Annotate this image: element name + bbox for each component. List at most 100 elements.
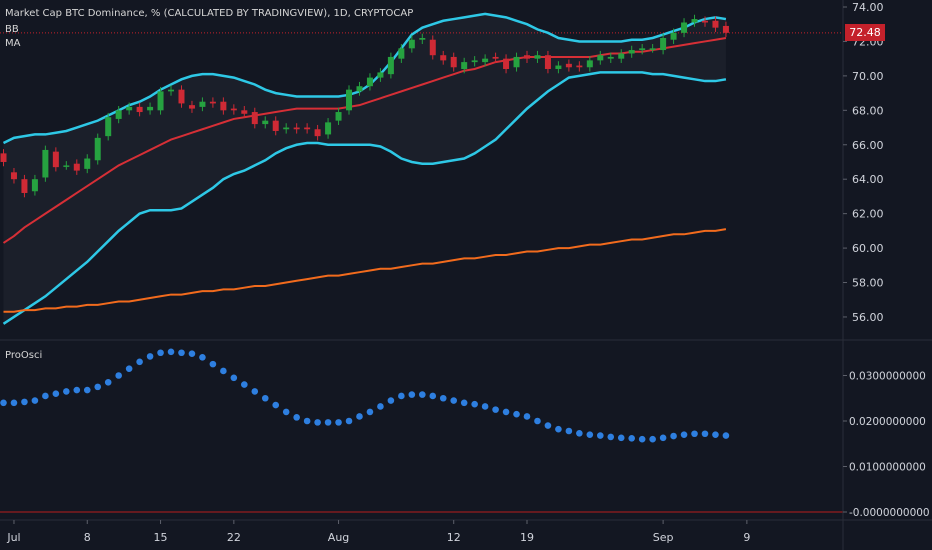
oscillator-point (42, 392, 49, 400)
candle (565, 59, 572, 72)
oscillator-point (534, 417, 541, 425)
candle-body (209, 101, 216, 104)
candle-body (346, 89, 353, 111)
candle-body (440, 55, 447, 61)
symbol-title: Market Cap BTC Dominance, % (CALCULATED … (5, 8, 414, 19)
candle-body (325, 122, 332, 135)
oscillator-point (408, 391, 416, 398)
candle-body (408, 39, 415, 49)
candle (293, 123, 300, 134)
candle-body (377, 72, 384, 78)
candle (73, 159, 80, 175)
time-tick-label: 19 (520, 531, 534, 544)
bb-lower-line (2, 71, 727, 325)
candle (660, 33, 667, 55)
candle (503, 54, 510, 74)
candle (84, 154, 91, 174)
candle-body (356, 86, 363, 92)
candle-body (293, 127, 300, 130)
price-tick-label: 62.00 (852, 208, 884, 221)
time-tick-label: 12 (447, 531, 461, 544)
candle (377, 68, 384, 82)
oscillator-point (272, 401, 280, 409)
oscillator-point (146, 353, 154, 360)
candle-body (597, 55, 604, 61)
candle (21, 174, 28, 198)
candle-body (157, 91, 164, 111)
oscillator-point (691, 430, 698, 438)
candle-body (126, 106, 133, 111)
candle (534, 50, 541, 63)
candle-body (10, 172, 17, 180)
candle (283, 123, 290, 134)
oscillator-point (628, 434, 635, 442)
candle (314, 124, 321, 141)
oscillator-point (83, 386, 91, 394)
oscillator-point (251, 388, 259, 395)
candle-body (722, 25, 729, 33)
candle-body (115, 110, 122, 119)
candle (670, 28, 677, 45)
candle-body (701, 20, 708, 23)
time-tick-label: Jul (6, 531, 20, 544)
candle-body (607, 56, 614, 59)
candle (126, 102, 133, 115)
candle (513, 52, 520, 72)
candle (712, 16, 719, 32)
candle (304, 123, 311, 134)
candle (419, 33, 426, 45)
candle (335, 107, 342, 125)
candle (576, 61, 583, 72)
bb-basis-line (2, 37, 727, 244)
candle (105, 112, 112, 141)
oscillator-point (293, 414, 300, 421)
candle (199, 97, 206, 112)
candle (157, 87, 164, 115)
candle (555, 61, 562, 74)
price-tick-label: 64.00 (852, 173, 884, 186)
candle-body (314, 129, 321, 137)
oscillator-pane[interactable] (0, 348, 843, 513)
oscillator-point (471, 400, 478, 408)
oscillator-point (345, 417, 353, 425)
candle (136, 102, 143, 117)
oscillator-point (450, 397, 458, 404)
osc-tick-label: -0.0000000000 (849, 507, 930, 519)
candle (597, 50, 604, 65)
oscillator-point (439, 394, 447, 402)
price-tick-label: 68.00 (852, 104, 884, 117)
candle (618, 49, 625, 63)
candle (10, 168, 17, 184)
oscillator-point (335, 419, 342, 426)
oscillator-point (282, 408, 290, 416)
candle (440, 50, 447, 65)
candle (209, 97, 216, 108)
oscillator-point (52, 390, 60, 398)
indicator-ma-label[interactable]: MA (5, 38, 21, 49)
candle (492, 52, 499, 63)
candle-body (199, 101, 206, 107)
candle-body (576, 65, 583, 68)
candle-body (482, 58, 489, 63)
candle-body (220, 101, 227, 111)
candle (544, 50, 551, 74)
oscillator-point (492, 406, 499, 413)
oscillator-point (314, 419, 321, 426)
price-tick-label: 58.00 (852, 277, 884, 290)
oscillator-point (73, 386, 81, 394)
oscillator-point (104, 379, 112, 386)
indicator-bb-label[interactable]: BB (5, 24, 19, 35)
candle-body (586, 60, 593, 68)
candle-body (251, 112, 258, 125)
candle-body (241, 110, 248, 114)
price-pane[interactable] (0, 12, 843, 325)
oscillator-point (712, 431, 719, 438)
oscillator-point (680, 431, 688, 438)
candle (325, 118, 332, 139)
oscillator-label[interactable]: ProOsci (5, 350, 43, 361)
oscillator-point (387, 397, 395, 404)
oscillator-point (220, 367, 227, 375)
oscillator-point (513, 410, 520, 418)
candle-body (230, 108, 237, 111)
